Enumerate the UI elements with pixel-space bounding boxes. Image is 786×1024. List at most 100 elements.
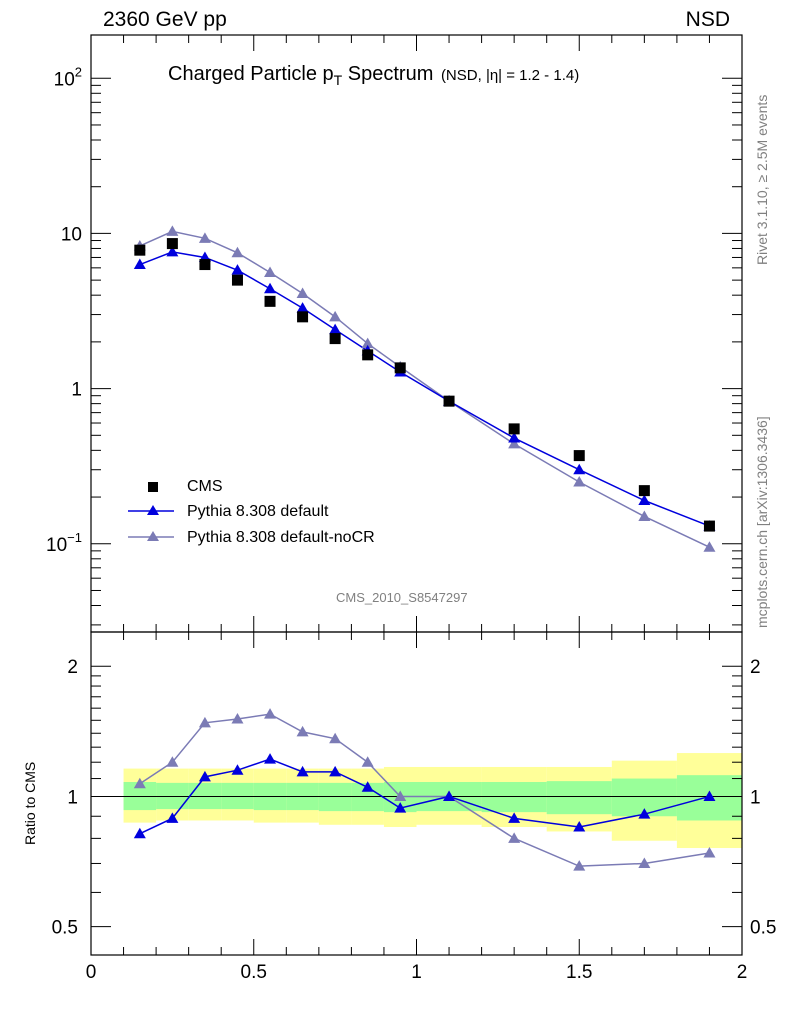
ratio-point-default (638, 808, 651, 819)
point-cms (443, 395, 455, 407)
ratio-y-tick-label-left: 2 (67, 657, 78, 678)
ratio-point-default (394, 802, 407, 813)
ratio-point-nocr (166, 756, 179, 767)
ratio-point-default (264, 753, 277, 764)
point-cms (394, 362, 406, 374)
point-default (231, 264, 244, 275)
y-tick-label: 102 (54, 64, 82, 90)
point-nocr (198, 232, 211, 243)
header-process-label: NSD (685, 8, 730, 31)
point-default (166, 245, 179, 257)
ratio-point-default (231, 764, 244, 775)
point-default (508, 432, 521, 443)
ratio-point-default (443, 790, 456, 801)
point-cms (199, 259, 211, 271)
point-cms (703, 520, 715, 532)
x-tick-label: 1.5 (566, 962, 592, 983)
ratio-y-tick-label-left: 1 (67, 787, 78, 808)
point-cms (231, 274, 243, 286)
ratio-point-nocr (198, 716, 211, 728)
y-tick-label: 10 (61, 224, 82, 245)
header-energy-label: 2360 GeV pp (103, 8, 227, 31)
y-tick-label: 10−1 (46, 530, 82, 556)
ratio-point-nocr (703, 847, 716, 858)
plot-title-subscript: T (333, 72, 343, 88)
main-panel: 102 10 1 10−1 (46, 34, 743, 955)
ratio-y-tick-label-right: 1 (750, 787, 761, 808)
analysis-watermark: CMS_2010_S8547297 (336, 590, 468, 605)
ratio-panel: 0 0.5 1 1.5 2 2 2 1 1 0.5 0.5 (52, 631, 776, 983)
ratio-point-nocr (296, 725, 309, 737)
point-cms (264, 295, 276, 307)
plot-title-main: Charged Particle p (168, 63, 334, 85)
ratio-point-default (508, 812, 521, 823)
ratio-point-default (296, 765, 309, 777)
point-nocr (231, 246, 244, 258)
legend-markers (128, 482, 174, 541)
ratio-point-default (703, 790, 716, 801)
point-nocr (296, 287, 309, 299)
legend-default-marker (147, 505, 159, 515)
point-nocr (361, 337, 374, 349)
x-tick-label: 0.5 (241, 962, 267, 983)
ratio-point-nocr (508, 832, 521, 843)
ratio-point-default (329, 765, 342, 777)
point-cms (508, 423, 520, 435)
point-nocr (573, 476, 586, 487)
legend-cms-marker (148, 482, 158, 492)
ratio-point-default (133, 827, 146, 839)
plot-subtitle: (NSD, |η| = 1.2 - 1.4) (440, 67, 580, 84)
ratio-band-inner (546, 781, 612, 815)
ratio-band-inner (481, 782, 547, 813)
point-cms (329, 333, 341, 345)
ratio-point-nocr (573, 860, 586, 871)
ratio-point-nocr (329, 732, 342, 744)
ratio-y-tick-label-left: 0.5 (52, 918, 78, 939)
point-nocr (703, 541, 716, 552)
x-tick-label: 0 (86, 962, 97, 983)
ratio-frame (90, 631, 743, 956)
point-nocr (508, 437, 521, 449)
ratio-point-nocr (231, 713, 244, 724)
point-default (296, 302, 309, 313)
plot-title-rest: Spectrum (342, 63, 434, 85)
point-nocr (329, 310, 342, 322)
point-cms (573, 450, 585, 462)
ratio-point-nocr (361, 756, 374, 767)
legend-label-default: Pythia 8.308 default (187, 503, 329, 520)
ratio-y-tick-label-right: 2 (750, 657, 761, 678)
point-cms (638, 485, 650, 497)
rivet-label: Rivet 3.1.10, ≥ 2.5M events (754, 94, 770, 265)
ratio-point-default (198, 770, 211, 782)
ratio-point-default (361, 781, 374, 792)
point-default (264, 282, 277, 294)
legend: CMS Pythia 8.308 default Pythia 8.308 de… (126, 476, 426, 556)
point-cms (362, 349, 374, 361)
ratio-point-nocr (638, 857, 651, 868)
legend-label-cms: CMS (187, 478, 223, 495)
x-tick-label: 2 (737, 962, 748, 983)
ratio-point-nocr (133, 777, 146, 789)
ratio-point-default (573, 820, 586, 832)
ratio-y-tick-label-right: 0.5 (750, 918, 776, 939)
ratio-line-nocr (139, 713, 710, 867)
point-cms (134, 244, 146, 256)
ratio-line-default (139, 758, 710, 835)
point-nocr (638, 510, 651, 521)
line-nocr (139, 230, 710, 548)
point-nocr (264, 266, 277, 277)
x-tick-label: 1 (411, 962, 422, 983)
point-nocr (166, 225, 179, 236)
ratio-point-nocr (394, 790, 407, 801)
y-tick-label: 1 (71, 380, 82, 401)
plot-title: Charged Particle pT Spectrum (NSD, |η| =… (168, 63, 579, 88)
ratio-point-nocr (264, 708, 277, 719)
ratio-band-inner (318, 782, 352, 812)
legend-label-nocr: Pythia 8.308 default-noCR (187, 529, 375, 546)
point-cms (166, 238, 178, 250)
point-default (638, 494, 651, 506)
point-default (133, 258, 146, 270)
ratio-point-default (166, 812, 179, 823)
point-cms (297, 311, 309, 323)
